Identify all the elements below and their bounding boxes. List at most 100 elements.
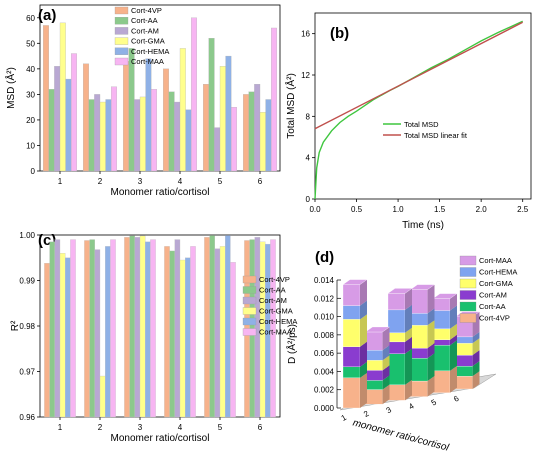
legend-swatch — [459, 278, 477, 289]
y-tick-label: 0.002 — [314, 386, 335, 395]
legend-swatch — [242, 328, 257, 336]
bar-cort-gma-2 — [99, 375, 106, 418]
y-tick-label: 0.98 — [19, 322, 35, 331]
bar-cort-gma-5 — [219, 66, 226, 172]
bar-face-cort-maa-5 — [432, 298, 451, 311]
x-axis-label: Monomer ratio/cortisol — [111, 187, 210, 198]
legend-swatch — [114, 17, 129, 25]
bar-side-cort-hema-2 — [382, 345, 390, 361]
y-tick-label: 0.000 — [314, 404, 335, 413]
bar-face-cort-am-5 — [432, 339, 451, 346]
x-tick-label: 6 — [258, 177, 263, 186]
bar-cort-hema-3 — [145, 241, 151, 418]
legend-entry: Cort-4VP — [479, 314, 510, 323]
bar-cort-maa-5 — [230, 262, 236, 418]
bar-cort-gma-3 — [139, 235, 146, 418]
y-tick-label: 20 — [26, 116, 35, 125]
bar-face-cort-maa-1 — [342, 284, 361, 306]
x-tick-label: 4 — [178, 177, 183, 186]
bar-cort-aa-6 — [249, 239, 255, 418]
bar-side-cort-maa-2 — [382, 326, 390, 351]
bar-cort-4vp-5 — [204, 237, 210, 418]
legend-swatch — [242, 296, 257, 305]
x-tick-label: 5 — [430, 397, 439, 407]
bar-side-cort-aa-4 — [427, 353, 435, 382]
bar-face-cort-gma-3 — [387, 332, 406, 343]
bar-side-cort-hema-5 — [450, 305, 457, 329]
y-tick-label: 0.97 — [19, 368, 35, 377]
bar-top-5 — [432, 293, 458, 299]
bar-face-cort-gma-6 — [455, 343, 473, 356]
bar-face-cort-hema-1 — [342, 305, 361, 320]
bar-face-cort-aa-4 — [410, 358, 428, 382]
bar-side-cort-4vp-1 — [360, 372, 367, 408]
bar-cort-aa-4 — [169, 250, 175, 418]
bar-cort-aa-1 — [48, 89, 55, 172]
bar-side-cort-maa-3 — [405, 288, 412, 310]
y-axis-label: MSD (Å²) — [4, 67, 17, 109]
bar-cort-maa-1 — [70, 239, 76, 418]
bar-side-cort-4vp-2 — [382, 384, 390, 405]
bar-cort-aa-5 — [208, 38, 215, 172]
bar-face-cort-4vp-2 — [365, 389, 383, 405]
y-axis-label: Total MSD (Å²) — [284, 73, 297, 139]
legend-entry: Cort-AA — [131, 16, 158, 25]
bar-side-cort-am-6 — [472, 350, 480, 367]
bar-cort-aa-3 — [128, 48, 135, 172]
bar-cort-maa-4 — [190, 246, 196, 418]
bar-cort-am-3 — [134, 237, 141, 418]
bar-cort-maa-2 — [111, 86, 117, 172]
bar-cort-am-5 — [214, 127, 221, 172]
bar-face-cort-gma-5 — [432, 328, 451, 340]
bar-side-cort-gma-5 — [450, 323, 457, 340]
series-line-0 — [314, 20, 523, 200]
legend-entry: Cort-AM — [259, 296, 287, 305]
bar-side-cort-aa-1 — [360, 361, 367, 378]
bar-face-cort-maa-3 — [387, 293, 406, 311]
legend-entry: Cort-GMA — [259, 307, 293, 316]
legend-swatch — [242, 307, 257, 315]
y-tick-label: 0 — [306, 195, 311, 204]
x-tick-label: 5 — [218, 177, 223, 186]
bar-side-cort-4vp-6 — [472, 371, 480, 389]
x-tick-label: 0.0 — [309, 205, 321, 214]
bar-side-cort-aa-2 — [382, 375, 390, 390]
bar-face-cort-am-2 — [365, 370, 383, 381]
bar-cort-am-1 — [54, 239, 61, 418]
bar-face-cort-am-4 — [410, 347, 428, 359]
bar-cort-am-4 — [174, 239, 181, 418]
bar-cort-hema-1 — [65, 257, 71, 418]
y-axis-label: D (Å²/ps) — [285, 324, 298, 364]
bar-side-cort-4vp-3 — [405, 379, 412, 401]
x-tick-label: 2 — [98, 423, 103, 432]
legend-entry: Cort-HEMA — [479, 268, 517, 277]
bar-cort-gma-2 — [99, 101, 106, 172]
bar-cort-am-3 — [134, 99, 141, 172]
bar-cort-maa-3 — [151, 89, 157, 172]
bar-cort-gma-5 — [219, 246, 226, 418]
x-tick-label: 2.0 — [476, 205, 488, 214]
bar-cort-4vp-3 — [124, 237, 130, 418]
bar-face-cort-am-6 — [455, 355, 473, 367]
bar-cort-aa-2 — [88, 99, 95, 172]
bar-side-cort-am-3 — [405, 336, 412, 354]
bar-side-cort-aa-3 — [405, 348, 412, 385]
x-tick-label: 0.5 — [351, 205, 363, 214]
bar-face-cort-aa-2 — [365, 380, 383, 390]
bar-side-cort-aa-5 — [450, 340, 457, 371]
legend-swatch — [459, 313, 477, 323]
plot-frame — [39, 4, 281, 172]
bar-face-cort-aa-1 — [342, 366, 361, 378]
bar-cort-4vp-3 — [123, 61, 129, 172]
bar-cort-4vp-5 — [203, 84, 209, 172]
chart-d: 0.000 0.002 0.004 0.006 0.008 0.010 0.012 0.014… — [285, 255, 517, 454]
x-tick-label: 1.5 — [434, 205, 446, 214]
bar-cort-hema-4 — [185, 109, 192, 172]
bar-face-cort-am-1 — [342, 346, 361, 368]
bar-side-cort-gma-2 — [382, 355, 390, 371]
legend-swatch — [242, 286, 257, 294]
legend-entry: Total MSD linear fit — [404, 131, 468, 140]
legend-entry: Cort-AA — [479, 302, 506, 311]
series-line-1 — [314, 21, 524, 130]
bar-cort-maa-3 — [150, 239, 156, 418]
